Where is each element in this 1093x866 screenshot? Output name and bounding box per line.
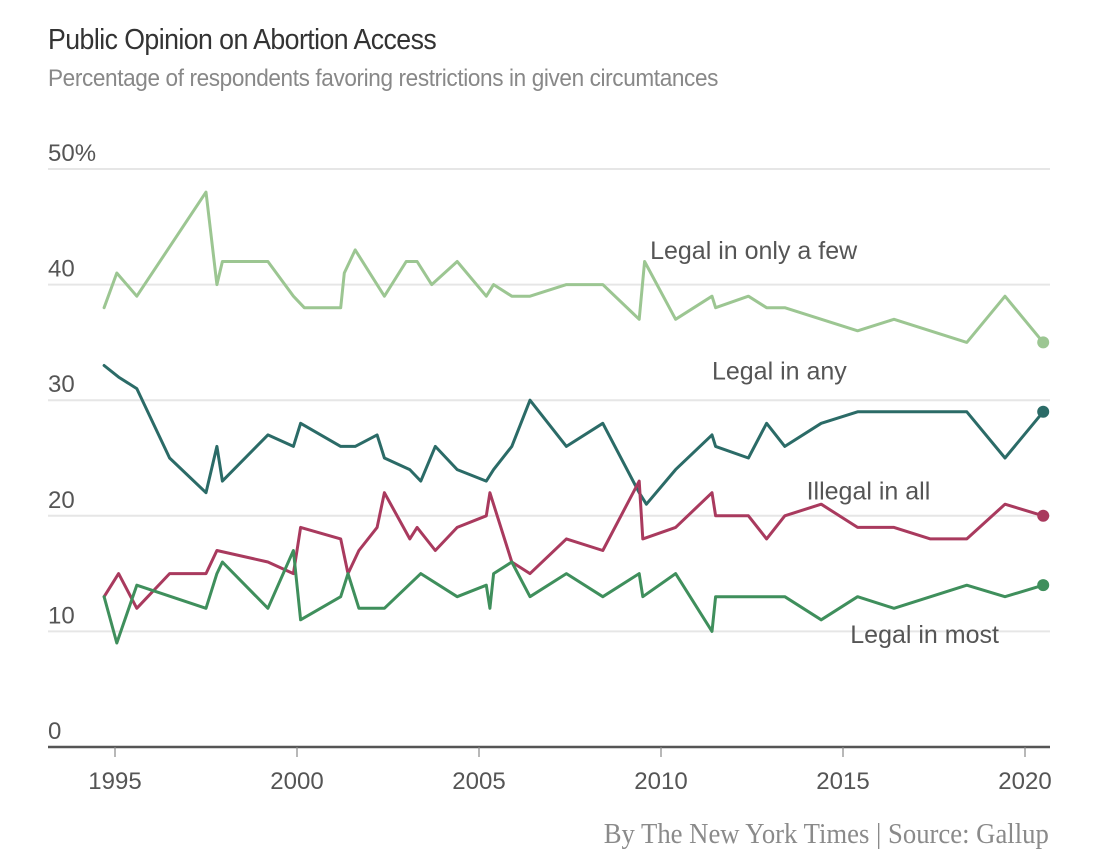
y-tick-label: 30 xyxy=(48,371,75,398)
series-label-illegal-in-all: Illegal in all xyxy=(807,478,931,506)
chart-subtitle: Percentage of respondents favoring restr… xyxy=(48,65,719,92)
x-tick-label: 2000 xyxy=(270,768,323,795)
x-tick-label: 2020 xyxy=(998,768,1051,795)
y-tick-label: 0 xyxy=(48,718,61,745)
series-line-legal-in-only-a-few xyxy=(102,190,1045,344)
chart-title: Public Opinion on Abortion Access xyxy=(48,24,437,56)
gridlines xyxy=(48,168,1050,633)
y-axis-ticks: 0 10 20 30 40 50% xyxy=(48,140,96,745)
y-tick-label: 40 xyxy=(48,256,75,283)
series-label-legal-in-most: Legal in most xyxy=(850,621,999,649)
x-tick-label: 1995 xyxy=(88,768,141,795)
y-tick-label: 50% xyxy=(48,140,96,167)
source-credit: By The New York Times | Source: Gallup xyxy=(603,818,1049,850)
x-tick-label: 2005 xyxy=(452,768,505,795)
x-tick-label: 2010 xyxy=(634,768,687,795)
series-label-legal-in-only-a-few: Legal in only a few xyxy=(650,237,858,265)
y-tick-label: 20 xyxy=(48,487,75,514)
x-axis: 1995 2000 2005 2010 2015 2020 xyxy=(48,745,1052,795)
series-line-legal-in-most xyxy=(102,549,1045,645)
y-tick-label: 10 xyxy=(48,602,75,629)
endpoint-marker-legal-in-most xyxy=(1037,579,1050,592)
series-line-illegal-in-all xyxy=(102,479,1045,610)
series-labels: Legal in only a few Legal in any Illegal i… xyxy=(650,237,999,649)
series-line-legal-in-any xyxy=(102,364,1045,506)
series-lines xyxy=(102,190,1050,645)
series-label-legal-in-any: Legal in any xyxy=(712,357,847,385)
x-tick-label: 2015 xyxy=(816,768,869,795)
endpoint-marker-illegal-in-all xyxy=(1037,509,1050,522)
endpoint-marker-legal-in-only-a-few xyxy=(1037,336,1050,349)
endpoint-marker-legal-in-any xyxy=(1037,405,1050,418)
